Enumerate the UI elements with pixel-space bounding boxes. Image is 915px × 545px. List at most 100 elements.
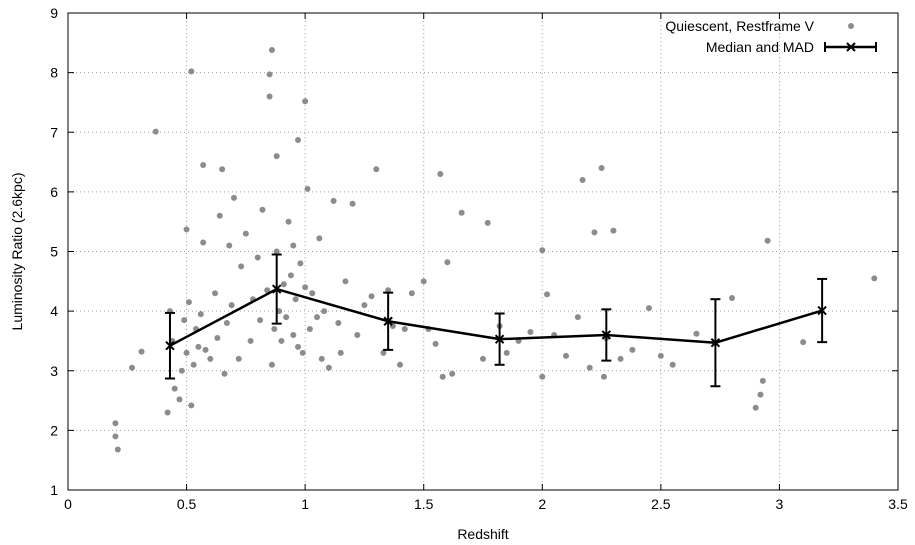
scatter-point <box>283 314 290 321</box>
y-tick-label: 3 <box>50 363 58 379</box>
scatter-point <box>586 364 593 371</box>
scatter-point <box>302 284 309 291</box>
scatter-point <box>330 197 337 204</box>
scatter-point <box>278 337 285 344</box>
x-tick-label: 2.5 <box>651 496 671 512</box>
scatter-point <box>290 242 297 249</box>
scatter-point <box>200 239 207 246</box>
scatter-point <box>273 153 280 160</box>
scatter-point <box>129 364 136 371</box>
scatter-point <box>354 331 361 338</box>
scatter-point <box>397 361 403 368</box>
x-axis-label: Redshift <box>457 526 508 542</box>
scatter-point <box>302 98 309 105</box>
scatter-point <box>271 326 278 333</box>
scatter-point <box>200 162 207 169</box>
scatter-point <box>657 352 664 359</box>
scatter-point <box>287 272 294 279</box>
scatter-point <box>273 248 280 255</box>
scatter-point <box>259 206 266 213</box>
scatter-point <box>266 93 273 100</box>
scatter-point <box>231 194 237 201</box>
scatter-point <box>112 433 119 440</box>
scatter-point <box>316 235 323 242</box>
scatter-point <box>437 170 444 177</box>
median-marker <box>271 284 282 294</box>
scatter-point <box>563 352 569 359</box>
scatter-point <box>579 176 586 183</box>
legend-marker-quiescent <box>848 23 854 29</box>
scatter-point <box>164 409 171 416</box>
y-tick-label: 6 <box>50 184 58 200</box>
scatter-point <box>185 299 192 306</box>
scatter-point <box>539 373 546 380</box>
scatter-point <box>214 334 221 341</box>
scatter-point <box>292 296 299 303</box>
scatter-point <box>299 349 306 356</box>
scatter-point <box>752 404 759 411</box>
scatter-point <box>197 311 204 318</box>
scatter-point <box>757 391 764 398</box>
scatter-point <box>309 290 316 297</box>
scatter-point <box>304 185 311 192</box>
scatter-point <box>337 349 344 356</box>
scatter-point <box>183 349 190 356</box>
scatter-point <box>242 230 249 237</box>
scatter-point <box>202 346 209 353</box>
scatter-point <box>188 402 195 409</box>
axes <box>67 12 899 491</box>
scatter-point <box>183 226 190 233</box>
scatter-point <box>171 385 178 392</box>
x-tick-labels: 0 0.5 1 1.5 2 2.5 3 3.5 <box>64 496 908 512</box>
scatter-point <box>361 302 368 309</box>
scatter-point <box>871 275 878 282</box>
scatter-point <box>444 259 451 266</box>
scatter-point <box>449 370 456 377</box>
scatter-point <box>221 370 228 377</box>
y-tick-label: 9 <box>50 5 58 21</box>
scatter-point <box>527 328 534 335</box>
scatter-point <box>188 68 195 75</box>
scatter-point <box>325 364 332 371</box>
scatter-point <box>693 330 700 337</box>
y-tick-label: 1 <box>50 482 58 498</box>
median-marker <box>383 316 393 326</box>
scatter-point <box>373 166 380 173</box>
scatter-point <box>207 355 214 362</box>
x-tick-label: 0 <box>64 496 72 512</box>
x-tick-label: 2 <box>538 496 546 512</box>
legend-marker-median <box>824 42 877 52</box>
scatter-point <box>297 260 304 267</box>
y-axis-label: Luminosity Ratio (2.6kpc) <box>9 173 25 331</box>
scatter-points <box>112 46 878 453</box>
scatter-point <box>380 349 387 356</box>
y-tick-labels: 1 2 3 4 5 6 7 8 9 <box>50 5 58 498</box>
scatter-point <box>254 254 261 261</box>
y-tick-label: 7 <box>50 124 58 140</box>
scatter-point <box>321 308 328 315</box>
scatter-point <box>247 337 254 344</box>
median-marker <box>817 305 827 316</box>
median-marker <box>165 340 175 351</box>
scatter-point <box>195 343 202 350</box>
scatter-point <box>223 320 230 327</box>
scatter-point <box>544 291 551 298</box>
scatter-point <box>314 314 320 321</box>
median-marker <box>494 334 505 344</box>
scatter-point <box>617 355 624 362</box>
x-tick-label: 1.5 <box>414 496 434 512</box>
median-series <box>164 253 828 388</box>
legend-cross <box>846 42 856 52</box>
scatter-point <box>401 326 408 333</box>
scatter-point <box>408 290 415 297</box>
scatter-point <box>349 200 356 207</box>
scatter-point <box>212 290 219 297</box>
scatter-point <box>432 340 439 347</box>
y-tick-label: 5 <box>50 244 58 260</box>
scatter-point <box>176 396 183 403</box>
scatter-point <box>295 343 302 350</box>
scatter-point <box>257 317 264 324</box>
scatter-point <box>216 212 223 219</box>
scatter-point <box>800 339 807 346</box>
